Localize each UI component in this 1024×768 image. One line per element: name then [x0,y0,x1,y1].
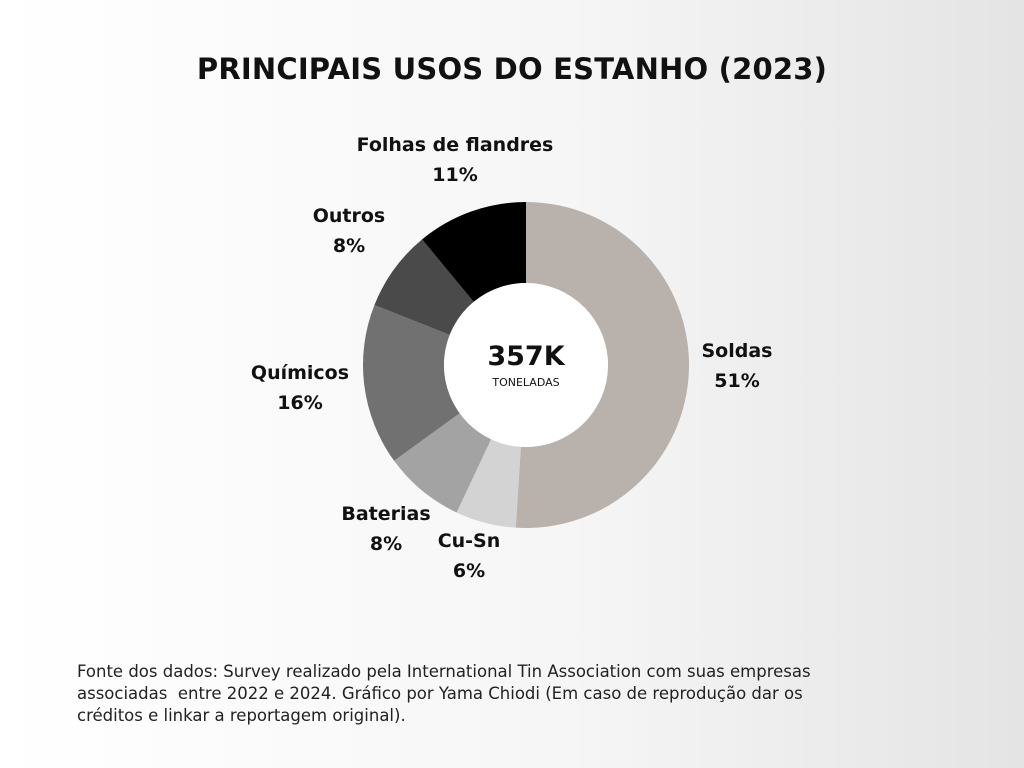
source-line-2: associadas entre 2022 e 2024. Gráfico po… [77,684,803,703]
slice-label-name: Soldas [702,340,773,362]
slice-label-value: 11% [432,164,477,186]
slice-soldas [515,202,690,528]
labels-group: Soldas 51% Cu-Sn 6% Baterias 8% Químicos 16% Out… [251,134,773,582]
slice-label-value: 16% [277,392,322,414]
slice-label-name: Folhas de flandres [357,134,554,156]
center-total: 357K [487,341,565,372]
center-unit-label: TONELADAS [491,376,559,389]
slice-label-value: 6% [453,560,485,582]
source-note: Fonte dos dados: Survey realizado pela I… [77,661,927,727]
slice-label-value: 8% [370,533,402,555]
slice-folhas-de-flandres [422,202,526,302]
slices-group [363,202,690,528]
slice-químicos [363,304,460,461]
slice-cu-sn [456,439,521,528]
slice-outros [374,239,474,335]
donut-hole [444,283,608,447]
slice-label-value: 8% [333,235,365,257]
chart-title: PRINCIPAIS USOS DO ESTANHO (2023) [196,52,828,86]
source-line-1: Fonte dos dados: Survey realizado pela I… [77,662,811,681]
slice-label-value: 51% [714,370,759,392]
slice-label-name: Outros [313,205,386,227]
slice-label-name: Cu-Sn [438,530,501,552]
source-line-3: créditos e linkar a reportagem original)… [77,706,406,725]
slice-label-name: Baterias [341,503,430,525]
slice-label-name: Químicos [251,362,349,384]
slice-baterias [394,413,492,513]
